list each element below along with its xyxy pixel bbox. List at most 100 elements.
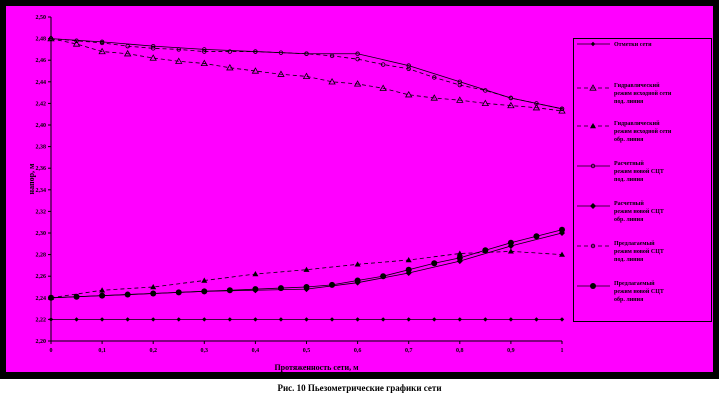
- series-2-point: [456, 96, 464, 103]
- series-7-point: [482, 247, 489, 254]
- y-tick-label: 2,20: [36, 339, 47, 345]
- series-7-point: [277, 285, 284, 292]
- series-6-point: [380, 62, 386, 67]
- legend-symbol-marker: [589, 84, 597, 91]
- series-7-point: [73, 293, 80, 300]
- series-1-point: [304, 317, 309, 322]
- series-1-point: [329, 317, 335, 322]
- series-4-point: [150, 43, 156, 49]
- series-6-line: [50, 38, 563, 110]
- y-tick-label: 2,22: [36, 317, 47, 323]
- series-7-point: [252, 286, 259, 293]
- y-tick-label: 2,48: [36, 37, 47, 43]
- y-tick-label: 2,44: [36, 80, 47, 86]
- legend-symbol-marker: [590, 41, 596, 47]
- series-2-point: [532, 103, 541, 111]
- series-6-point: [227, 49, 233, 54]
- series-1-point: [534, 317, 539, 322]
- series-6-point: [559, 106, 565, 111]
- y-tick-label: 2,40: [36, 123, 47, 129]
- y-axis-label: напор, м: [27, 163, 36, 195]
- series-3-point: [559, 251, 565, 257]
- x-tick-label: 0,6: [354, 348, 362, 354]
- series-6-point: [483, 88, 488, 93]
- series-7-point: [431, 260, 438, 267]
- series-2-point: [302, 72, 311, 79]
- series-7-point: [175, 289, 182, 296]
- series-7-point: [303, 284, 310, 290]
- series-1-point: [406, 317, 411, 322]
- series-1-point: [253, 317, 258, 322]
- legend-label: под. линия: [614, 257, 644, 263]
- series-1-point: [176, 317, 181, 322]
- series-2-point: [72, 40, 81, 47]
- series-1-point: [74, 317, 79, 322]
- series-1-point: [432, 317, 437, 322]
- series-2-point: [98, 47, 106, 55]
- legend-label: Расчетный: [614, 200, 644, 207]
- legend-label: Отметки сети: [614, 42, 652, 48]
- series-7-point: [124, 291, 131, 298]
- series-3-point: [99, 287, 106, 293]
- series-4-line: [50, 38, 563, 110]
- series-1-point: [355, 317, 360, 322]
- series-7-point: [507, 239, 514, 246]
- series-3-point: [507, 248, 514, 254]
- series-1-point: [380, 317, 386, 322]
- series-3-point: [303, 266, 310, 272]
- legend-label: обр. линия: [614, 216, 644, 223]
- series-7-point: [48, 294, 54, 301]
- legend-box: [573, 38, 712, 322]
- series-1-point: [99, 317, 105, 322]
- y-tick-label: 2,28: [36, 253, 47, 259]
- y-tick-label: 2,36: [36, 166, 47, 172]
- legend-label: режим новой СЦТ: [614, 208, 664, 215]
- x-axis-label: Протяженность сети, м: [274, 363, 359, 372]
- series-2-point: [430, 94, 438, 101]
- x-tick-label: 0,3: [201, 348, 209, 354]
- series-6-point: [176, 47, 181, 52]
- y-tick-label: 2,30: [36, 231, 47, 237]
- series-2-point: [379, 84, 387, 91]
- x-tick-label: 1: [561, 348, 564, 354]
- series-2-point: [277, 70, 285, 77]
- series-2-line: [50, 38, 563, 112]
- legend-label: под. линия: [614, 99, 644, 105]
- legend-symbol-marker: [590, 243, 596, 249]
- series-7-point: [559, 226, 565, 233]
- series-7-point: [533, 233, 540, 240]
- series-1-point: [151, 317, 156, 322]
- x-tick-label: 0,7: [405, 348, 413, 354]
- legend-label: Гидравлический: [614, 120, 660, 127]
- x-tick-label: 0,4: [252, 348, 260, 354]
- legend-label: Предлагаемый: [614, 280, 655, 287]
- y-tick-label: 2,42: [36, 101, 47, 107]
- series-6-point: [150, 46, 156, 51]
- series-6-point: [432, 75, 437, 80]
- series-2-point: [405, 90, 413, 98]
- series-1-point: [457, 317, 462, 322]
- legend-label: режим исходной сети: [614, 128, 672, 135]
- series-2-point: [251, 67, 260, 74]
- legend-symbol-marker: [590, 163, 596, 169]
- series-6-point: [202, 49, 207, 54]
- series-6-point: [355, 56, 360, 62]
- series-1-point: [483, 317, 488, 322]
- legend-label: под. линия: [614, 177, 644, 183]
- series-6-point: [48, 36, 54, 41]
- series-7-point: [99, 292, 106, 299]
- series-6-point: [534, 101, 539, 106]
- x-tick-label: 0,8: [456, 348, 464, 354]
- x-tick-label: 0,5: [303, 348, 311, 354]
- legend-label: Предлагаемый: [614, 240, 655, 247]
- legend-label: режим новой СЦТ: [614, 248, 664, 255]
- series-2-point: [226, 63, 234, 71]
- series-6-point: [99, 40, 105, 46]
- x-tick-label: 0,2: [149, 348, 157, 354]
- series-2-point: [200, 59, 208, 67]
- series-2-point: [149, 54, 157, 61]
- y-tick-label: 2,38: [36, 145, 47, 151]
- y-tick-label: 2,26: [36, 274, 47, 280]
- series-7-point: [329, 281, 336, 288]
